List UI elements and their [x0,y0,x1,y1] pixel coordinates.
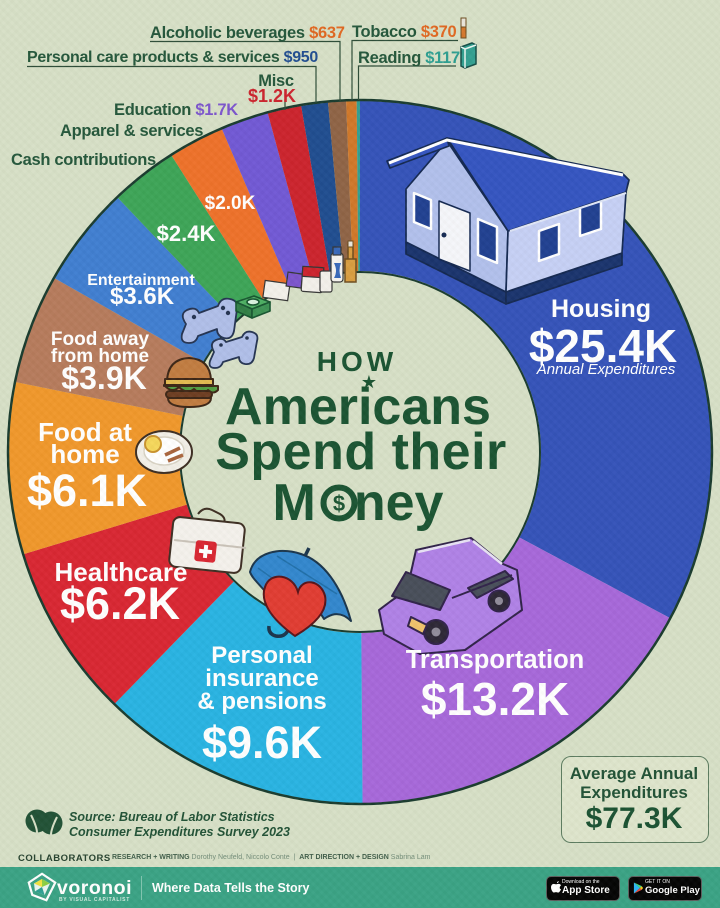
svg-text:$: $ [333,491,345,516]
